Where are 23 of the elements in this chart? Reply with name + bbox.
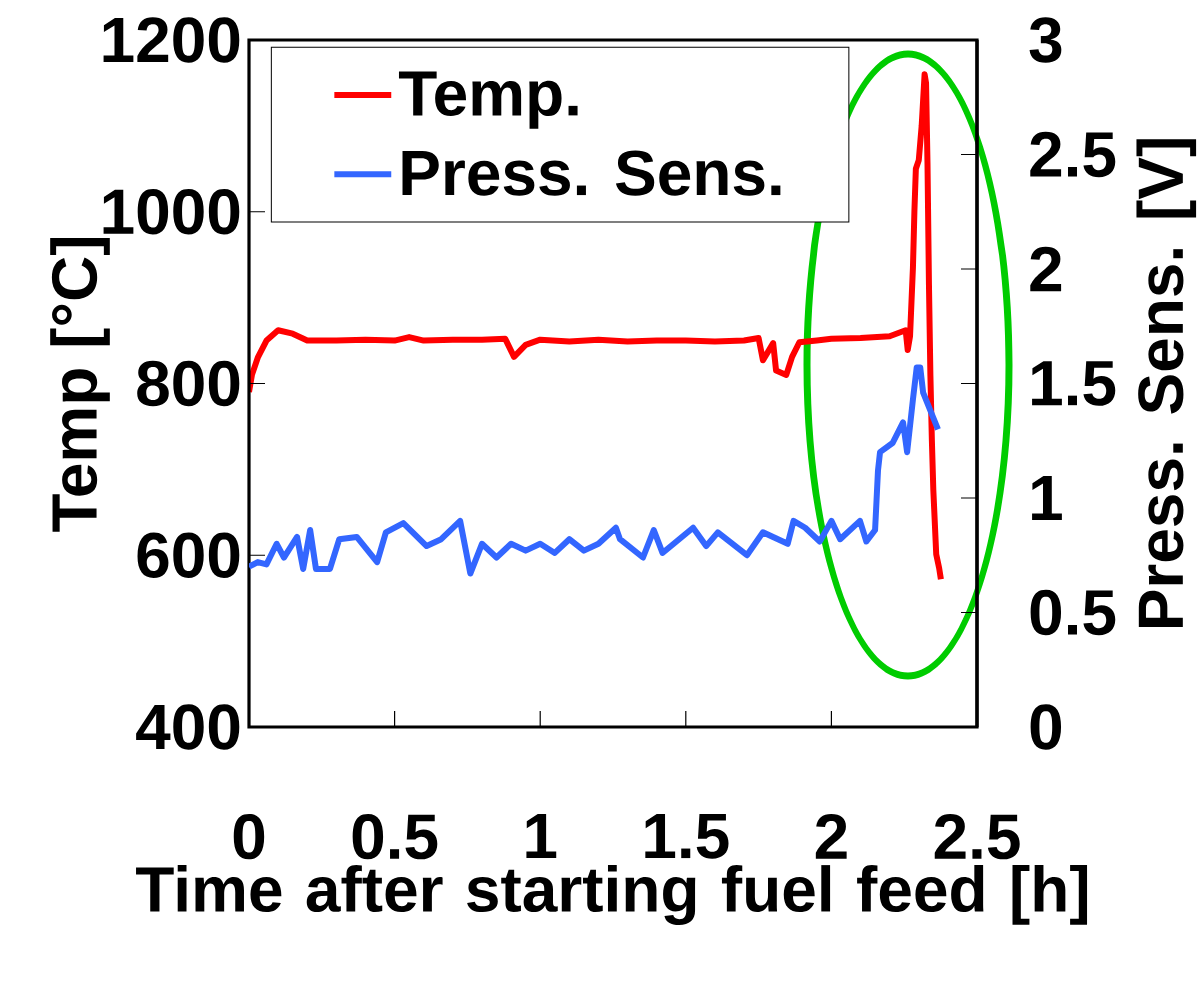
x-tick-label: 1 [526,814,557,859]
x-tick-label: 0.5 [352,814,438,860]
y2-tick-label: 3 [1029,17,1062,63]
y-tick-label: 400 [136,704,240,750]
x-tick-label: 2 [815,814,847,859]
legend-label: Press. Sens. [402,150,781,196]
y2-tick-label: 1.5 [1032,361,1116,406]
y2-tick-label: 2.5 [1030,131,1116,178]
x-tick-label: 1.5 [645,814,729,859]
y2-axis-title: Press. Sens. [V] [1136,139,1197,628]
y-tick-label: 1200 [103,17,240,63]
x-tick-label: 0 [233,814,265,860]
y2-tick-label: 0 [1030,704,1062,750]
x-tick-label: 2.5 [934,814,1020,860]
y-tick-label: 800 [137,360,240,407]
y-tick-label: 1000 [103,189,240,235]
y2-tick-label: 2 [1030,246,1062,292]
y2-tick-label: 1 [1032,475,1062,520]
y-tick-label: 600 [137,532,240,578]
x-axis-title: Time after starting fuel feed [h] [136,865,1088,926]
y-axis-title: Temp [°C] [50,238,110,532]
legend-label: Temp. [398,71,578,129]
y2-tick-label: 0.5 [1030,589,1116,636]
